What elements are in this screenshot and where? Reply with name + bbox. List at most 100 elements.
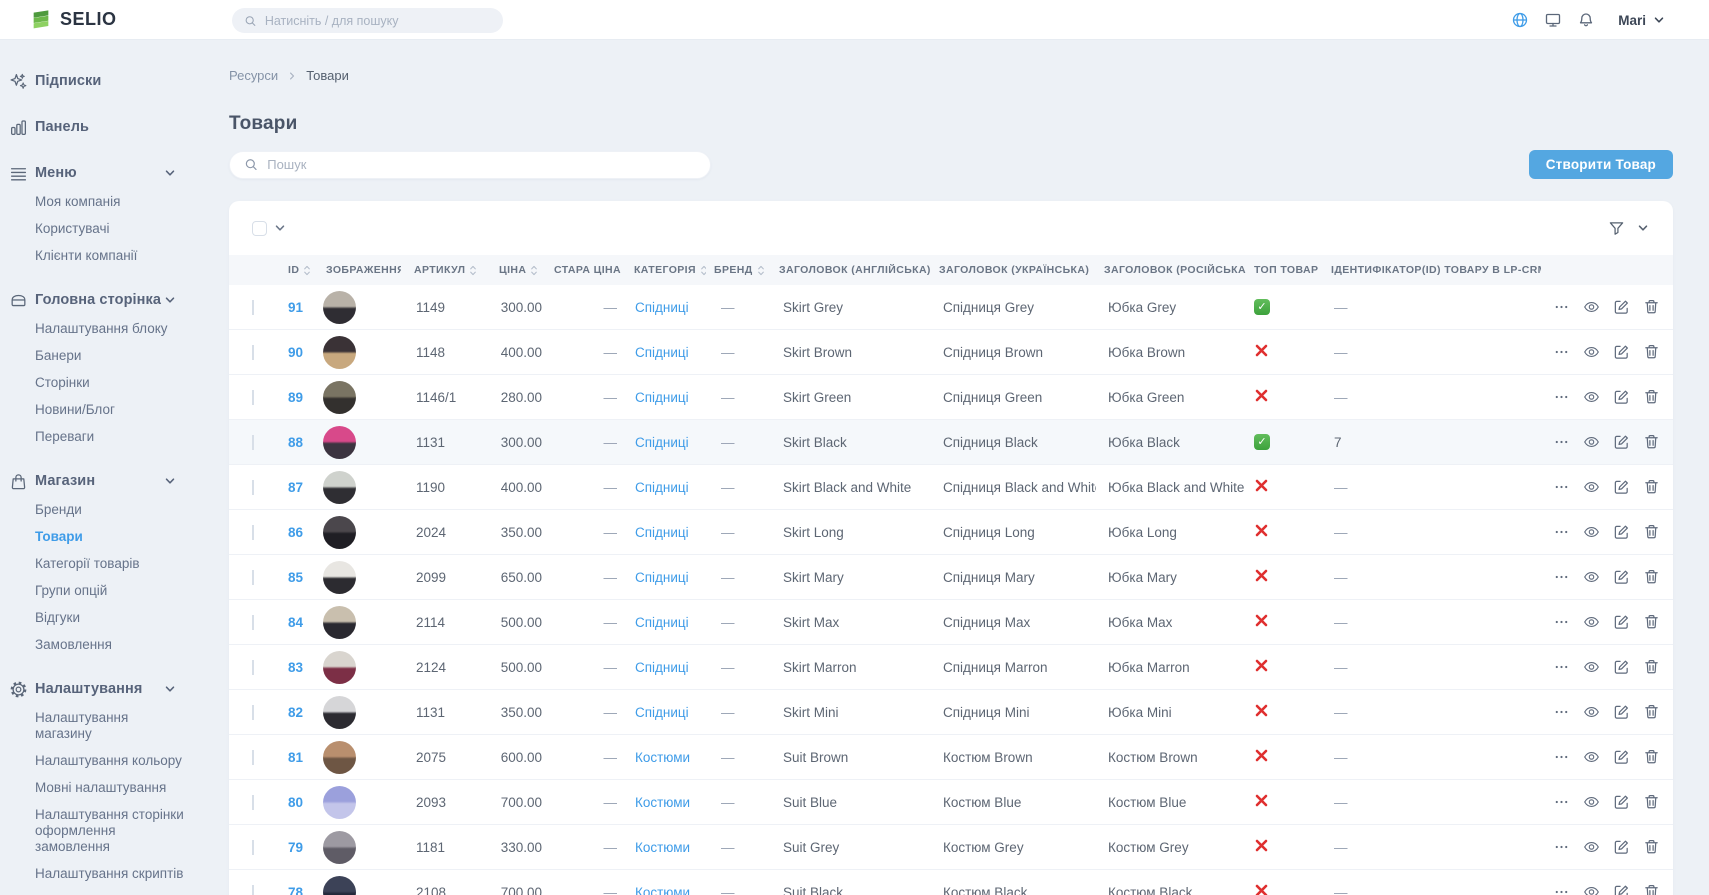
select-all-control[interactable]	[252, 220, 286, 236]
product-id-link[interactable]: 81	[288, 749, 304, 765]
sort-icon[interactable]	[530, 264, 538, 277]
view-icon[interactable]	[1583, 523, 1600, 541]
edit-icon[interactable]	[1613, 478, 1630, 496]
product-category-link[interactable]: Спідниці	[635, 299, 689, 315]
more-icon[interactable]	[1553, 748, 1570, 766]
view-icon[interactable]	[1583, 883, 1600, 895]
sidebar-subitem[interactable]: Товари	[35, 528, 83, 544]
sort-icon[interactable]	[757, 264, 765, 277]
sidebar-subitem[interactable]: Сторінки	[35, 374, 90, 390]
sidebar-item-головна-сторінка[interactable]: Головна сторінка	[9, 285, 214, 315]
delete-icon[interactable]	[1643, 658, 1660, 676]
more-icon[interactable]	[1553, 613, 1570, 631]
sidebar-subitem[interactable]: Користувачі	[35, 220, 110, 236]
column-header-sku[interactable]: АРТИКУЛ	[401, 264, 491, 277]
row-checkbox[interactable]	[252, 524, 254, 540]
delete-icon[interactable]	[1643, 838, 1660, 856]
product-image[interactable]	[323, 290, 356, 324]
sidebar-subitem[interactable]: Налаштування скриптів	[35, 865, 184, 881]
product-category-link[interactable]: Спідниці	[635, 569, 689, 585]
chevron-down-icon[interactable]	[274, 222, 286, 234]
sidebar-subitem[interactable]: Новини/Блог	[35, 401, 115, 417]
product-image[interactable]	[323, 470, 356, 504]
edit-icon[interactable]	[1613, 568, 1630, 586]
delete-icon[interactable]	[1643, 793, 1660, 811]
view-icon[interactable]	[1583, 748, 1600, 766]
sidebar-item-панель[interactable]: Панель	[9, 112, 214, 142]
global-search[interactable]	[232, 8, 503, 33]
more-icon[interactable]	[1553, 298, 1570, 316]
row-checkbox[interactable]	[252, 659, 254, 675]
product-image[interactable]	[323, 830, 356, 864]
sort-icon[interactable]	[469, 264, 477, 277]
delete-icon[interactable]	[1643, 883, 1660, 895]
breadcrumb-item[interactable]: Ресурси	[229, 68, 279, 83]
edit-icon[interactable]	[1613, 298, 1630, 316]
row-checkbox[interactable]	[252, 434, 254, 450]
product-category-link[interactable]: Спідниці	[635, 614, 689, 630]
sidebar-item-магазин[interactable]: Магазин	[9, 466, 214, 496]
delete-icon[interactable]	[1643, 343, 1660, 361]
view-icon[interactable]	[1583, 433, 1600, 451]
product-image[interactable]	[323, 380, 356, 414]
product-category-link[interactable]: Спідниці	[635, 524, 689, 540]
sidebar-subitem[interactable]: Клієнти компанії	[35, 247, 138, 263]
more-icon[interactable]	[1553, 703, 1570, 721]
column-header-category[interactable]: КАТЕГОРІЯ	[626, 264, 706, 277]
more-icon[interactable]	[1553, 343, 1570, 361]
delete-icon[interactable]	[1643, 478, 1660, 496]
product-id-link[interactable]: 90	[288, 344, 304, 360]
row-checkbox[interactable]	[252, 749, 254, 765]
delete-icon[interactable]	[1643, 388, 1660, 406]
delete-icon[interactable]	[1643, 298, 1660, 316]
product-image[interactable]	[323, 695, 356, 729]
sidebar-subitem[interactable]: Замовлення	[35, 636, 112, 652]
view-icon[interactable]	[1583, 298, 1600, 316]
sidebar-item-підписки[interactable]: Підписки	[9, 66, 214, 96]
sidebar-subitem[interactable]: Переваги	[35, 428, 95, 444]
delete-icon[interactable]	[1643, 433, 1660, 451]
more-icon[interactable]	[1553, 838, 1570, 856]
product-id-link[interactable]: 86	[288, 524, 304, 540]
edit-icon[interactable]	[1613, 433, 1630, 451]
sort-icon[interactable]	[700, 264, 706, 277]
sidebar-subitem[interactable]: Налаштування магазину	[35, 709, 129, 741]
row-checkbox[interactable]	[252, 884, 254, 895]
row-checkbox[interactable]	[252, 389, 254, 405]
row-checkbox[interactable]	[252, 479, 254, 495]
product-id-link[interactable]: 87	[288, 479, 304, 495]
product-image[interactable]	[323, 650, 356, 684]
view-icon[interactable]	[1583, 613, 1600, 631]
more-icon[interactable]	[1553, 568, 1570, 586]
product-id-link[interactable]: 91	[288, 299, 304, 315]
product-image[interactable]	[323, 425, 356, 459]
row-checkbox[interactable]	[252, 569, 254, 585]
column-header-id[interactable]: ID	[280, 264, 318, 277]
sidebar-subitem[interactable]: Налаштування кольору	[35, 752, 182, 768]
view-icon[interactable]	[1583, 478, 1600, 496]
product-image[interactable]	[323, 335, 356, 369]
edit-icon[interactable]	[1613, 703, 1630, 721]
row-checkbox[interactable]	[252, 794, 254, 810]
edit-icon[interactable]	[1613, 793, 1630, 811]
sidebar-item-налаштування[interactable]: Налаштування	[9, 674, 214, 704]
select-all-checkbox[interactable]	[252, 220, 267, 236]
product-category-link[interactable]: Спідниці	[635, 434, 689, 450]
product-category-link[interactable]: Спідниці	[635, 479, 689, 495]
brand-logo[interactable]: SELIO	[30, 9, 117, 31]
product-image[interactable]	[323, 605, 356, 639]
create-product-button[interactable]: Створити Товар	[1528, 150, 1673, 179]
monitor-icon[interactable]	[1544, 11, 1562, 29]
row-checkbox[interactable]	[252, 299, 254, 315]
product-id-link[interactable]: 78	[288, 884, 304, 895]
edit-icon[interactable]	[1613, 613, 1630, 631]
product-id-link[interactable]: 85	[288, 569, 304, 585]
edit-icon[interactable]	[1613, 883, 1630, 895]
product-image[interactable]	[323, 875, 356, 895]
filter-control[interactable]	[1608, 220, 1649, 237]
more-icon[interactable]	[1553, 388, 1570, 406]
edit-icon[interactable]	[1613, 343, 1630, 361]
product-category-link[interactable]: Костюми	[635, 749, 691, 765]
edit-icon[interactable]	[1613, 838, 1630, 856]
more-icon[interactable]	[1553, 523, 1570, 541]
